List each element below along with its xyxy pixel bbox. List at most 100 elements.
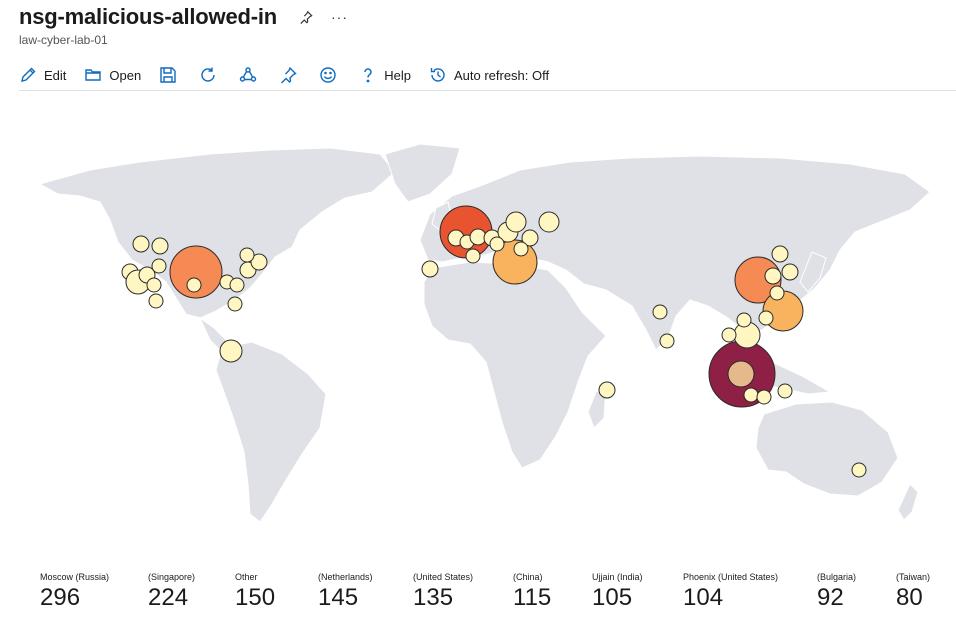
map-canvas[interactable] — [0, 92, 956, 562]
map-bubble[interactable] — [521, 229, 539, 247]
map-bubble[interactable] — [538, 211, 560, 233]
help-button[interactable]: Help — [359, 66, 411, 84]
map-bubble[interactable] — [777, 383, 793, 399]
map-bubble[interactable] — [465, 248, 481, 264]
map-bubble[interactable] — [229, 277, 245, 293]
stat-value: 296 — [40, 584, 81, 611]
stat-value: 224 — [148, 584, 189, 611]
stat-label: Phoenix (United States) — [683, 572, 779, 582]
pin-icon — [281, 67, 297, 84]
open-label: Open — [109, 67, 142, 83]
map-bubble[interactable] — [421, 260, 439, 278]
stat-label: (Taiwan) — [896, 572, 931, 582]
map-bubble[interactable] — [227, 296, 243, 312]
stat-value: 92 — [817, 584, 844, 611]
stat-value: 145 — [318, 584, 359, 611]
toolbar: Edit Open Help Auto refresh: Off — [19, 60, 956, 91]
stat-label: Moscow (Russia) — [40, 572, 110, 582]
stat-tile: (Taiwan) 80 — [896, 572, 930, 612]
land-australia — [755, 401, 899, 497]
stat-value: 150 — [235, 584, 276, 611]
map-bubble[interactable] — [764, 267, 782, 285]
map-bubble[interactable] — [781, 263, 799, 281]
map-bubble[interactable] — [652, 304, 668, 320]
land-greenland — [384, 143, 461, 203]
map-bubble[interactable] — [505, 211, 527, 233]
land-new-zealand — [897, 483, 919, 521]
stat-label: (Netherlands) — [318, 572, 373, 582]
land-africa — [423, 261, 607, 469]
refresh-button[interactable] — [199, 66, 217, 84]
world-map[interactable] — [0, 92, 956, 562]
map-bubble[interactable] — [736, 312, 752, 328]
edit-icon — [21, 67, 36, 82]
feedback-button[interactable] — [319, 66, 337, 84]
map-bubble[interactable] — [771, 245, 789, 263]
pin-icon[interactable] — [299, 10, 313, 24]
auto-refresh-label: Auto refresh: Off — [453, 67, 550, 83]
map-bubble[interactable] — [743, 387, 759, 403]
save-button[interactable] — [159, 66, 177, 84]
share-icon — [240, 67, 257, 82]
map-bubble[interactable] — [513, 241, 529, 257]
page-title: nsg-malicious-allowed-in — [19, 4, 278, 29]
refresh-icon — [201, 67, 215, 82]
map-bubbles[interactable] — [121, 205, 867, 478]
map-bubble[interactable] — [769, 285, 785, 301]
stat-value: 80 — [896, 584, 923, 611]
stat-label: (China) — [513, 572, 543, 582]
stat-label: (United States) — [413, 572, 474, 582]
share-button[interactable] — [239, 66, 257, 84]
stat-label: Other — [235, 572, 258, 582]
stat-value: 115 — [513, 584, 552, 611]
map-bubble[interactable] — [151, 237, 169, 255]
land-masses — [38, 143, 931, 523]
save-icon — [160, 67, 176, 83]
map-bubble[interactable] — [727, 360, 755, 388]
stat-tile: (China) 115 — [513, 572, 551, 612]
stat-value: 104 — [683, 584, 724, 611]
map-bubble[interactable] — [148, 293, 164, 309]
land-south-america — [215, 341, 327, 523]
open-button[interactable]: Open — [84, 66, 141, 84]
map-bubble[interactable] — [756, 389, 772, 405]
open-icon — [85, 69, 102, 81]
history-icon — [430, 68, 445, 82]
edit-button[interactable]: Edit — [19, 66, 66, 84]
pin-dashboard-button[interactable] — [279, 66, 297, 84]
map-bubble[interactable] — [169, 245, 223, 299]
help-icon — [364, 68, 372, 83]
more-icon[interactable]: ··· — [331, 9, 349, 25]
map-bubble[interactable] — [186, 277, 202, 293]
map-bubble[interactable] — [758, 310, 774, 326]
map-bubble[interactable] — [250, 253, 268, 271]
stat-tile: Ujjain (India) 105 — [592, 572, 643, 612]
map-bubble[interactable] — [151, 258, 167, 274]
stat-value: 105 — [592, 584, 633, 611]
stat-value: 135 — [413, 584, 454, 611]
stat-tile: Phoenix (United States) 104 — [683, 572, 778, 612]
stat-tile: (Singapore) 224 — [148, 572, 195, 612]
map-bubble[interactable] — [659, 333, 675, 349]
map-bubble[interactable] — [219, 339, 243, 363]
map-bubble[interactable] — [146, 277, 162, 293]
map-bubble[interactable] — [721, 327, 737, 343]
map-bubble[interactable] — [239, 247, 255, 263]
map-bubble[interactable] — [132, 235, 150, 253]
stat-label: Ujjain (India) — [592, 572, 643, 582]
stat-tile: (United States) 135 — [413, 572, 473, 612]
auto-refresh-button[interactable]: Auto refresh: Off — [429, 66, 549, 84]
stat-tile: (Bulgaria) 92 — [817, 572, 856, 612]
stat-tile: Other 150 — [235, 572, 275, 612]
land-japan — [799, 251, 827, 293]
page-header: nsg-malicious-allowed-in ··· law-cyber-l… — [19, 4, 348, 47]
stat-tile: (Netherlands) 145 — [318, 572, 373, 612]
map-bubble[interactable] — [489, 236, 505, 252]
title-row: nsg-malicious-allowed-in ··· — [19, 4, 348, 30]
map-bubble[interactable] — [598, 381, 616, 399]
workspace-subtitle: law-cyber-lab-01 — [19, 33, 108, 47]
stat-label: (Bulgaria) — [817, 572, 857, 582]
map-bubble[interactable] — [851, 462, 867, 478]
edit-label: Edit — [44, 67, 67, 83]
smiley-icon — [320, 67, 336, 83]
